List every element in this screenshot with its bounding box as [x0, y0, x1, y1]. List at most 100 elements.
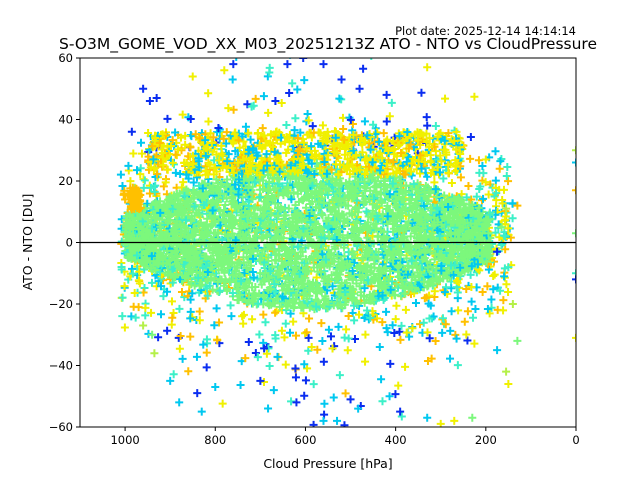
data-point [429, 239, 438, 248]
data-point [203, 291, 212, 300]
data-point [215, 318, 224, 327]
data-point [169, 160, 178, 169]
data-point [377, 197, 386, 206]
data-point [472, 192, 481, 201]
data-point [281, 211, 290, 220]
data-point [131, 313, 140, 322]
data-point [423, 172, 432, 181]
data-point [116, 170, 125, 179]
data-point [264, 108, 273, 117]
data-point [354, 404, 363, 413]
data-point [471, 305, 480, 314]
data-point [118, 312, 127, 321]
data-point [426, 301, 435, 310]
data-point [147, 308, 156, 317]
data-point [167, 320, 176, 329]
data-point [204, 117, 213, 126]
data-point [504, 224, 513, 233]
data-point [339, 243, 348, 252]
data-point [236, 381, 245, 390]
data-point [313, 345, 322, 354]
data-point [489, 271, 498, 280]
data-point [228, 289, 237, 298]
data-point [202, 335, 211, 344]
data-point [265, 362, 274, 371]
data-point [286, 309, 295, 318]
data-point [186, 295, 195, 304]
data-point [304, 116, 313, 125]
data-point [498, 199, 507, 208]
data-point [177, 287, 186, 296]
data-point [271, 334, 280, 343]
data-point [447, 179, 456, 188]
data-point [287, 397, 296, 406]
data-point [410, 225, 419, 234]
data-point [293, 189, 302, 198]
data-point [218, 399, 227, 408]
data-point [291, 291, 300, 300]
data-point [378, 397, 387, 406]
data-point [120, 282, 129, 291]
data-point [423, 357, 432, 366]
data-point [259, 233, 268, 242]
data-point [348, 120, 357, 129]
data-point [147, 183, 156, 192]
data-point [318, 121, 327, 130]
data-point [478, 287, 487, 296]
data-point [128, 269, 137, 278]
data-point [300, 360, 309, 369]
data-point [452, 334, 461, 343]
data-point [378, 318, 387, 327]
data-point [396, 335, 405, 344]
data-point [137, 149, 146, 158]
data-point [344, 311, 353, 320]
data-point [462, 193, 471, 202]
data-point [120, 323, 129, 332]
data-point [326, 332, 335, 341]
data-point [288, 79, 297, 88]
data-point [375, 343, 384, 352]
data-point [397, 321, 406, 330]
data-point [263, 232, 272, 241]
data-point [502, 172, 511, 181]
data-point [502, 280, 511, 289]
data-point [239, 310, 248, 319]
data-point [291, 364, 300, 373]
data-point [376, 196, 385, 205]
data-point [467, 282, 476, 291]
data-point [202, 363, 211, 372]
data-point [243, 100, 252, 109]
data-point [466, 133, 475, 142]
data-point [383, 219, 392, 228]
data-point [478, 161, 487, 170]
data-point [469, 313, 478, 322]
data-point [427, 206, 436, 215]
data-point [135, 267, 144, 276]
data-point [288, 298, 297, 307]
data-point [226, 301, 235, 310]
data-point [343, 346, 352, 355]
data-point [453, 288, 462, 297]
data-point [463, 307, 472, 316]
data-point [466, 270, 475, 279]
data-point [242, 263, 251, 272]
data-point [361, 357, 370, 366]
data-point [124, 161, 133, 170]
data-point [451, 330, 460, 339]
data-point [249, 101, 258, 110]
data-point [430, 178, 439, 187]
data-point [286, 328, 295, 337]
data-point [495, 164, 504, 173]
data-point [157, 282, 166, 291]
data-point [270, 221, 279, 230]
data-point [309, 380, 318, 389]
data-point [475, 168, 484, 177]
data-point [189, 178, 198, 187]
data-point [456, 173, 465, 182]
data-point [369, 120, 378, 129]
data-point [277, 326, 286, 335]
data-point [425, 314, 434, 323]
data-point [397, 412, 406, 421]
data-point [411, 298, 420, 307]
data-point [391, 390, 400, 399]
